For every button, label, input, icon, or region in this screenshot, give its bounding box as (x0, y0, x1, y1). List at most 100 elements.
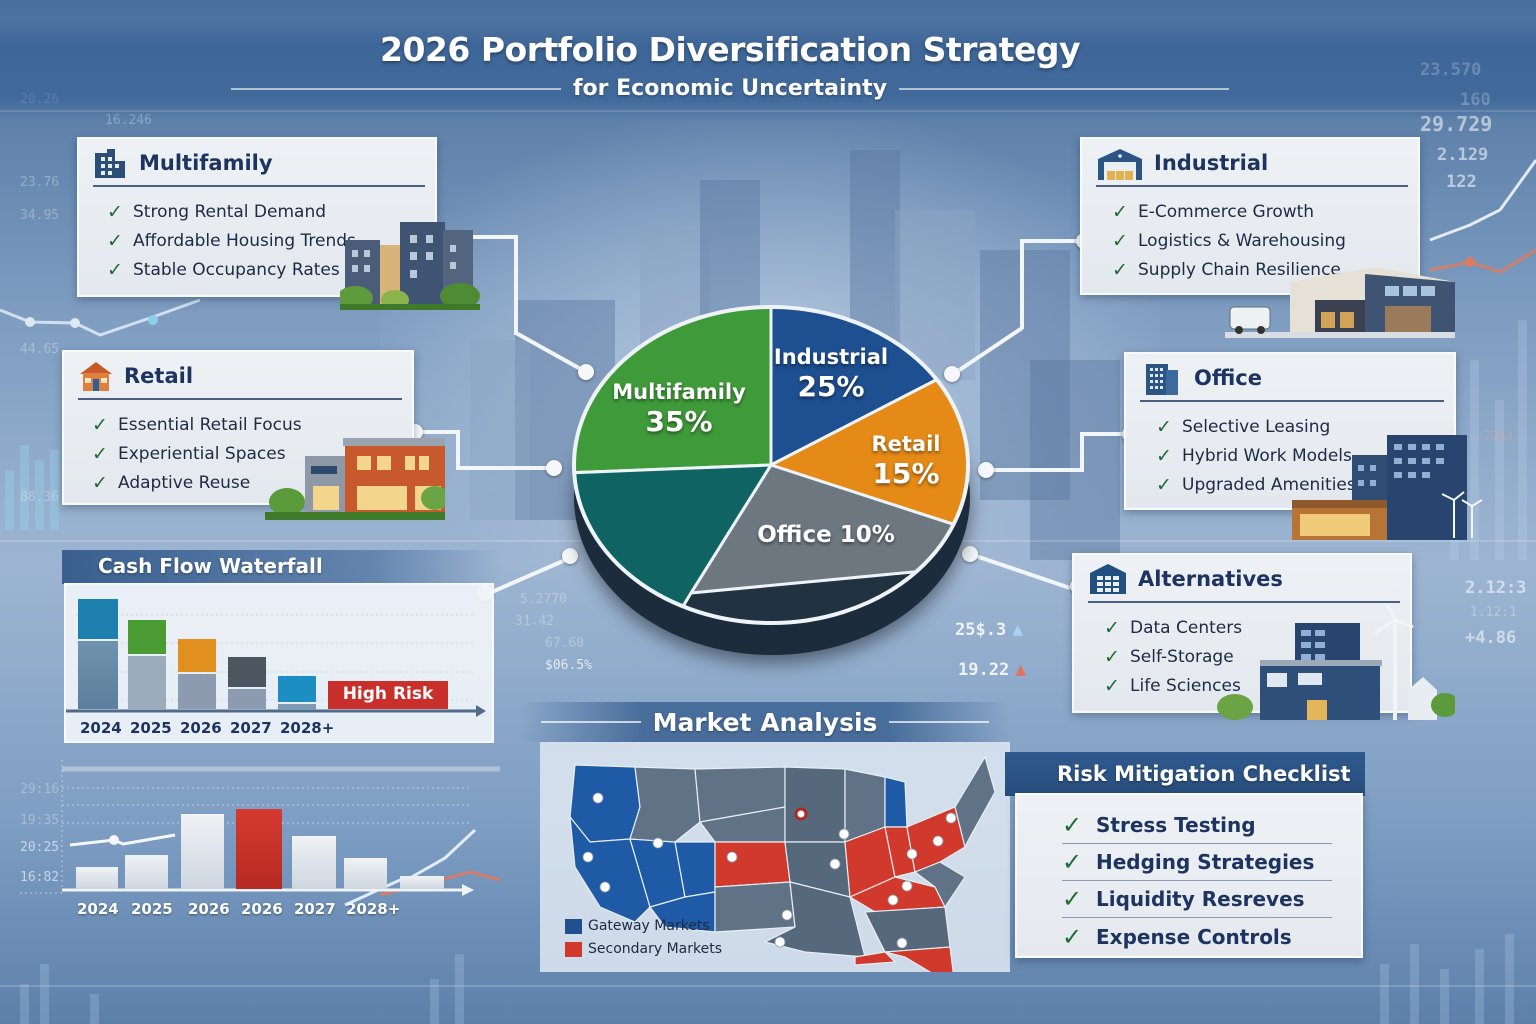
checklist: ✓ Strong Rental Demand ✓ Affordable Housin… (107, 197, 435, 284)
bar-2028 (344, 858, 387, 889)
checkmark-icon: ✓ (1156, 444, 1172, 467)
checkmark-icon: ✓ (107, 200, 123, 223)
checkmark-icon: ✓ (1156, 415, 1172, 438)
ticker-value: 2.129 (1437, 145, 1489, 165)
card-title: Office (1194, 366, 1262, 390)
page-subtitle: for Economic Uncertainty (572, 76, 888, 101)
list-item: ✓ Data Centers (1104, 613, 1410, 642)
checkmark-icon: ✓ (1062, 922, 1083, 951)
waterfall-bar-2025-top (128, 620, 166, 654)
checkmark-icon: ✓ (1062, 848, 1083, 876)
ticker-value: 44.65 (20, 342, 60, 357)
apartment-buildings-illustration (340, 222, 480, 310)
divider (889, 721, 990, 723)
bar-2025 (125, 855, 168, 889)
x-axis-label: 2028+ (346, 900, 401, 918)
checkmark-icon: ✓ (1104, 645, 1120, 668)
up-arrow-icon: ▲ (1012, 622, 1023, 638)
ticker-value: 34.95 (20, 208, 60, 223)
office-buildings-illustration (1292, 435, 1483, 540)
list-item-label: Essential Retail Focus (118, 414, 302, 435)
list-item-label: Data Centers (1130, 617, 1243, 638)
checkmark-icon: ✓ (1104, 674, 1120, 697)
ticker-value: 2.12:3 (1465, 578, 1527, 598)
retail-building-illustration (265, 438, 445, 520)
bar-2026 (181, 814, 224, 889)
divider (230, 87, 561, 90)
legend-secondary: Secondary Markets (565, 941, 722, 957)
pie-slices (572, 305, 970, 625)
x-axis-label: 2026 (241, 900, 283, 918)
office-tower-icon (1140, 362, 1184, 395)
y-axis-label: 19:35 (20, 813, 60, 828)
legend-swatch (565, 918, 582, 934)
y-axis-label: 20:25 (20, 840, 60, 855)
ticker-value: 23.76 (20, 175, 60, 190)
list-item-label: Hybrid Work Models (1182, 445, 1352, 466)
allocation-pie-chart: Multifamily 35% Industrial 25% Retail 15… (566, 305, 976, 655)
bar-2027 (292, 836, 336, 889)
high-risk-badge: High Risk (328, 681, 448, 709)
ticker-value: $06.5% (545, 658, 592, 673)
list-item: ✓ Logistics & Warehousing (1112, 226, 1418, 255)
checkmark-icon: ✓ (1112, 229, 1128, 252)
card-header: Retail (78, 360, 402, 400)
list-item: ✓ E-Commerce Growth (1112, 197, 1418, 226)
pie-label-multifamily: Multifamily 35% (612, 380, 746, 439)
list-item: ✓ Stable Occupancy Rates (107, 255, 435, 284)
checkmark-icon: ✓ (107, 258, 123, 281)
list-item: ✓ Life Sciences (1104, 671, 1410, 700)
list-item: ✓ Essential Retail Focus (92, 410, 412, 439)
list-item-label: Stable Occupancy Rates (133, 259, 340, 280)
x-axis-label: 2027 (230, 719, 272, 737)
list-item-label: Stress Testing (1096, 813, 1256, 837)
list-item-label: Affordable Housing Trends (133, 230, 356, 251)
checklist: ✓ Stress Testing ✓ Hedging Strategies ✓ Liq… (1017, 795, 1361, 955)
waterfall-bar-2026-top (178, 639, 216, 672)
card-header: Industrial (1096, 147, 1408, 187)
divider (0, 985, 1536, 987)
risk-checklist: ✓ Stress Testing ✓ Hedging Strategies ✓ Liq… (1015, 793, 1363, 958)
industrial-card: Industrial ✓ E-Commerce Growth ✓ Logistics… (1080, 137, 1420, 295)
list-item-label: Adaptive Reuse (118, 472, 251, 493)
card-title: Industrial (1154, 151, 1269, 175)
skyline-building (1030, 360, 1120, 560)
y-axis-label: 16:82 (20, 870, 60, 885)
x-axis-label: 2026 (180, 719, 222, 737)
us-market-map: Gateway Markets Secondary Markets (540, 742, 1010, 972)
list-item: ✓ Liquidity Resreves (1062, 881, 1332, 918)
alternatives-buildings-illustration (1217, 605, 1455, 720)
list-item-label: Self-Storage (1130, 646, 1234, 667)
legend-label: Gateway Markets (588, 918, 710, 934)
multifamily-card: Multifamily ✓ Strong Rental Demand ✓ Affor… (77, 137, 437, 297)
divider (540, 721, 641, 723)
waterfall-bar-2027-top (228, 657, 266, 687)
card-title: Retail (124, 364, 194, 388)
ticker-value: 88.36 (20, 490, 60, 505)
checkmark-icon: ✓ (1156, 473, 1172, 496)
checklist: ✓ Selective Leasing ✓ Hybrid Work Models ✓… (1156, 412, 1454, 499)
pie-label-retail: Retail 15% (871, 432, 941, 491)
checklist: ✓ E-Commerce Growth ✓ Logistics & Warehous… (1112, 197, 1418, 284)
list-item: ✓ Upgraded Amenities (1156, 470, 1454, 499)
divider (899, 87, 1230, 90)
card-header: Multifamily (93, 147, 425, 187)
legend-label: Secondary Markets (588, 941, 723, 957)
list-item: ✓ Self-Storage (1104, 642, 1410, 671)
candlestick-strip (0, 430, 70, 530)
checklist: ✓ Essential Retail Focus ✓ Experiential Sp… (92, 410, 412, 497)
bar-extra (400, 876, 444, 889)
ticker-value: 1.12:1 (1470, 605, 1517, 620)
checkmark-icon: ✓ (1062, 885, 1083, 913)
bar-2026-highlight (236, 809, 282, 889)
x-axis-label: 2025 (130, 719, 172, 737)
us-map (569, 755, 995, 972)
checkmark-icon: ✓ (1104, 616, 1120, 639)
bar-chart-grid (20, 760, 500, 896)
x-axis-label: 2025 (131, 900, 173, 918)
checkmark-icon: ✓ (1112, 200, 1128, 223)
waterfall-bar-2024-top (78, 599, 118, 639)
legend-swatch (565, 941, 582, 957)
checkmark-icon: ✓ (1062, 811, 1083, 839)
list-item-label: Selective Leasing (1182, 416, 1331, 437)
